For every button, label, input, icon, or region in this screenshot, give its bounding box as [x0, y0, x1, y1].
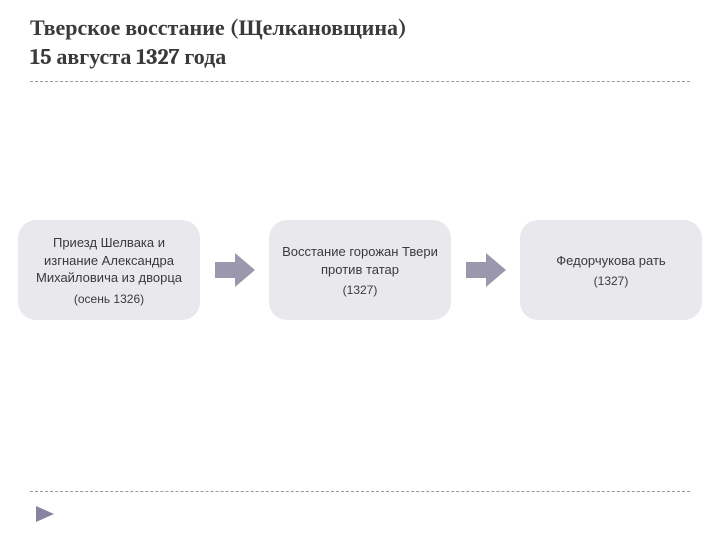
arrow-right-icon	[215, 253, 255, 287]
page-title: Тверское восстание (Щелкановщина) 15 авг…	[30, 14, 690, 71]
flow-box-2: Восстание горожан Твери против татар (13…	[269, 220, 451, 320]
arrow-1	[211, 253, 259, 287]
flow-box-1: Приезд Шелвака и изгнание Александра Мих…	[18, 220, 200, 320]
arrow-right-icon	[466, 253, 506, 287]
flowchart: Приезд Шелвака и изгнание Александра Мих…	[18, 220, 702, 320]
bottom-divider	[30, 491, 690, 492]
flow-box-2-sub: (1327)	[343, 283, 378, 297]
flow-box-1-sub: (осень 1326)	[74, 292, 144, 306]
title-line-2: 15 августа 1327 года	[30, 44, 226, 70]
flow-box-2-main: Восстание горожан Твери против татар	[279, 243, 441, 278]
flow-box-3-sub: (1327)	[594, 274, 629, 288]
title-line-1: Тверское восстание (Щелкановщина)	[30, 15, 407, 41]
triangle-marker-icon	[36, 506, 54, 522]
flow-box-1-main: Приезд Шелвака и изгнание Александра Мих…	[28, 234, 190, 287]
slide-marker	[36, 506, 54, 522]
title-divider	[30, 81, 690, 82]
arrow-2	[462, 253, 510, 287]
flow-box-3: Федорчукова рать (1327)	[520, 220, 702, 320]
flow-box-3-main: Федорчукова рать	[556, 252, 665, 270]
title-area: Тверское восстание (Щелкановщина) 15 авг…	[0, 0, 720, 92]
